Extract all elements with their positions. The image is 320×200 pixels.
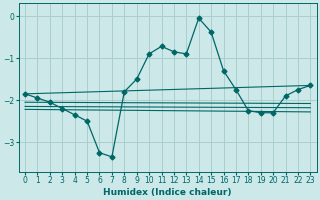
X-axis label: Humidex (Indice chaleur): Humidex (Indice chaleur) [103,188,232,197]
